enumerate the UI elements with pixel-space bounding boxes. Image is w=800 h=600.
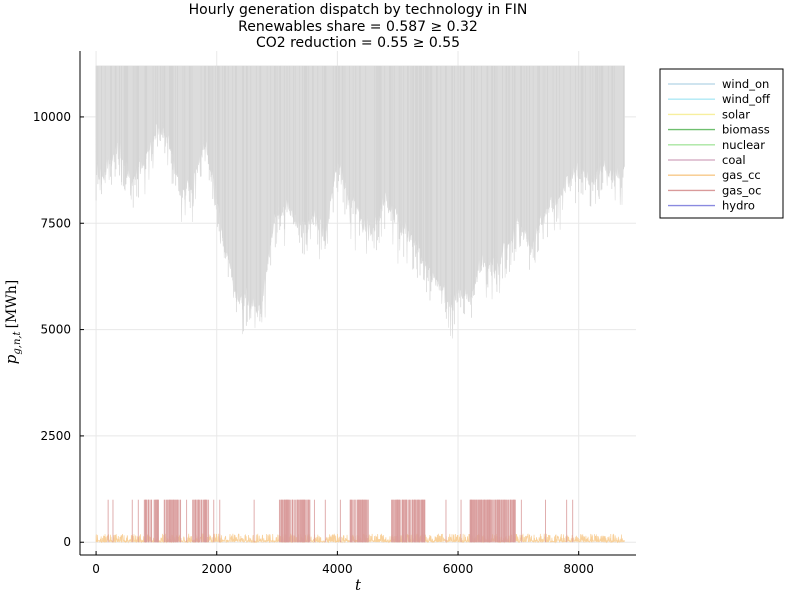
legend-label-hydro: hydro [722, 199, 755, 213]
y-axis-label-symbol: p [2, 354, 20, 364]
x-tick-label-3: 6000 [443, 562, 474, 576]
y-tick-label-1: 2500 [40, 429, 71, 443]
x-tick-label-4: 8000 [563, 562, 594, 576]
legend-label-solar: solar [722, 107, 750, 121]
y-axis-label-unit: [MWh] [4, 280, 20, 329]
legend-label-wind_off: wind_off [722, 92, 771, 106]
chart-title-line-3: CO2 reduction = 0.55 ≥ 0.55 [256, 35, 460, 51]
legend-label-coal: coal [722, 153, 746, 167]
x-axis-label: t [355, 576, 362, 594]
legend: wind_onwind_offsolarbiomassnuclearcoalga… [659, 68, 784, 219]
y-axis-label: pg,n,t[MWh] [2, 280, 23, 365]
legend-label-biomass: biomass [722, 123, 770, 137]
legend-box [659, 68, 784, 219]
y-axis-ticks: 0 2500 5000 7500 10000 [33, 110, 84, 549]
legend-label-gas_cc: gas_cc [722, 168, 761, 182]
series-gas_oc-spikes [107, 499, 574, 543]
legend-label-gas_oc: gas_oc [722, 183, 761, 197]
legend-label-nuclear: nuclear [722, 138, 765, 152]
legend-label-wind_on: wind_on [722, 77, 769, 91]
x-tick-label-2: 4000 [322, 562, 353, 576]
x-axis-ticks: 0 2000 4000 6000 8000 [92, 551, 594, 576]
y-axis-label-subscript: g,n,t [12, 330, 23, 354]
y-tick-label-0: 0 [63, 535, 71, 549]
plot-area [95, 65, 625, 544]
x-tick-label-1: 2000 [201, 562, 232, 576]
chart-title-line-1: Hourly generation dispatch by technology… [189, 2, 528, 18]
svg-text:pg,n,t[MWh]: pg,n,t[MWh] [2, 280, 23, 365]
y-tick-label-2: 5000 [40, 323, 71, 337]
y-tick-label-4: 10000 [33, 110, 71, 124]
series-hydro-dips [95, 65, 624, 332]
chart-title-line-2: Renewables share = 0.587 ≥ 0.32 [238, 19, 478, 35]
y-tick-label-3: 7500 [40, 216, 71, 230]
x-tick-label-0: 0 [92, 562, 100, 576]
